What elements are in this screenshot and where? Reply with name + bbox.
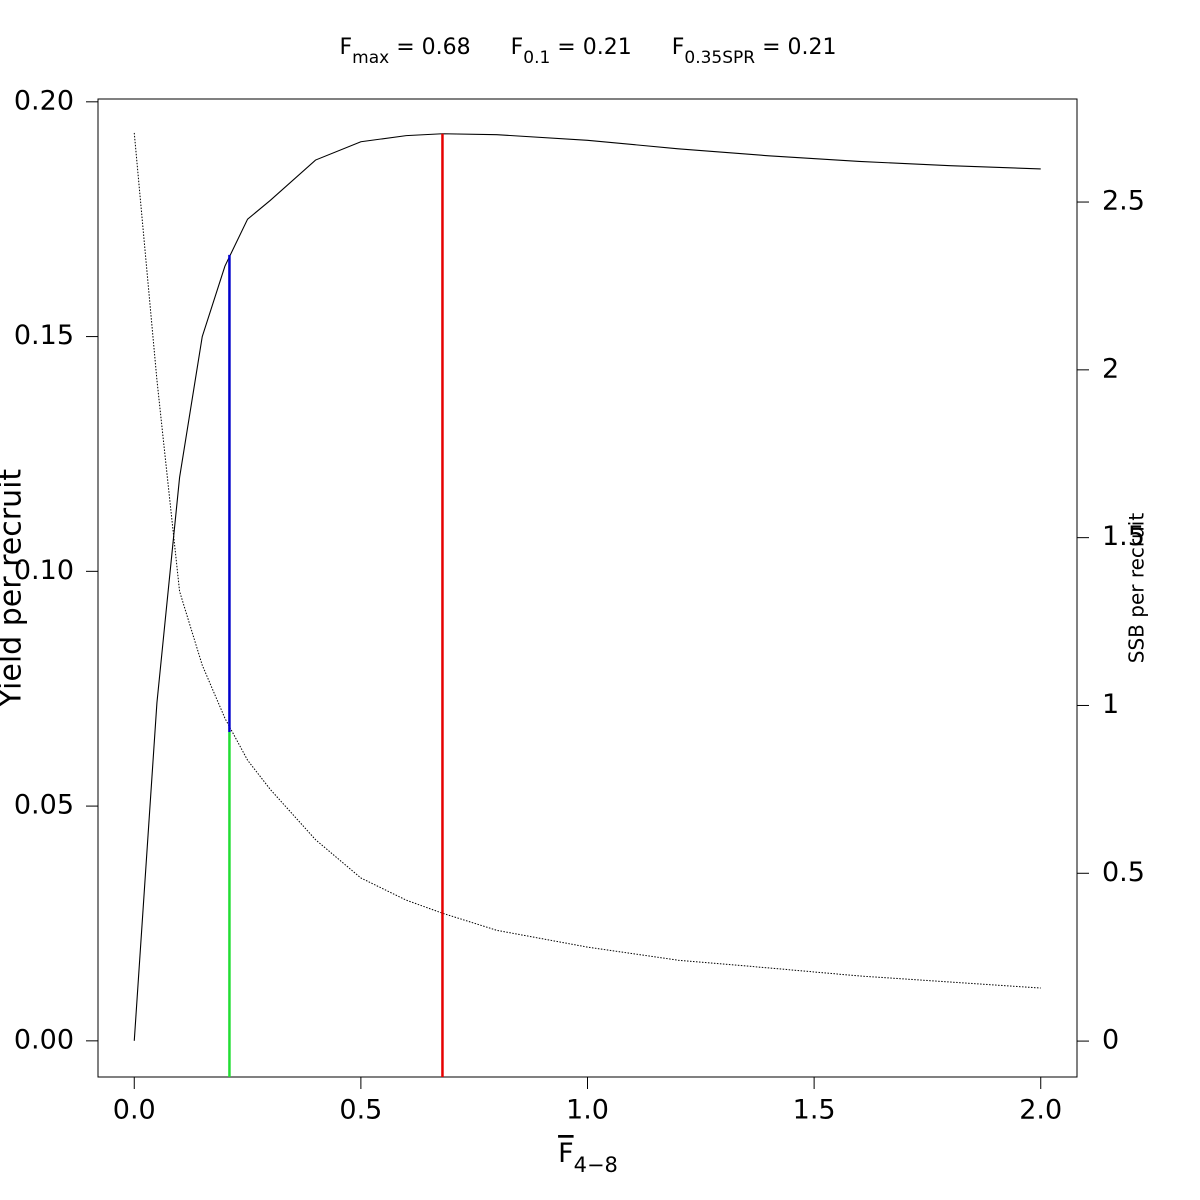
y-tick-label: 0.00 — [14, 1024, 74, 1055]
x-tick-label: 0.5 — [339, 1095, 382, 1126]
y-tick-label: 0.20 — [14, 85, 74, 116]
y2-tick-label: 2 — [1102, 353, 1119, 384]
x-label-subscript: 4−8 — [574, 1153, 618, 1177]
y2-axis-label: SSB per recruit — [1125, 513, 1149, 664]
y-tick-label: 0.05 — [14, 790, 74, 821]
x-tick-label: 1.0 — [566, 1095, 609, 1126]
y2-tick-label: 1 — [1102, 689, 1119, 720]
x-tick-label: 1.5 — [793, 1095, 836, 1126]
series-line — [133, 133, 1041, 1041]
title-subscript: 0.35SPR — [684, 48, 755, 68]
title-symbol: F — [511, 35, 524, 60]
x-label-symbol: F — [558, 1138, 574, 1169]
y2-tick-label: 0 — [1102, 1025, 1119, 1056]
title-symbol: F — [672, 35, 685, 60]
title-value: = 0.68 — [389, 35, 470, 60]
title-value: = 0.21 — [755, 35, 836, 60]
x-axis-label: F4−8 — [558, 1138, 618, 1178]
x-tick-label: 2.0 — [1019, 1095, 1062, 1126]
title-value: = 0.21 — [550, 35, 631, 60]
chart-title: Fmax = 0.68 F0.1 = 0.21 F0.35SPR = 0.21 — [340, 35, 837, 68]
x-tick-label: 0.0 — [113, 1095, 156, 1126]
y2-tick-label: 1.5 — [1102, 521, 1145, 552]
y2-tick-label: 2.5 — [1102, 186, 1145, 217]
series-line — [133, 132, 1041, 989]
title-symbol: F — [340, 35, 353, 60]
plot-frame — [97, 98, 1078, 1078]
y-axis-label: Yield per recruit — [0, 469, 29, 709]
y2-tick-label: 0.5 — [1102, 857, 1145, 888]
y-tick-label: 0.10 — [14, 555, 74, 586]
title-subscript: max — [352, 48, 389, 68]
title-subscript: 0.1 — [523, 48, 550, 68]
y-tick-label: 0.15 — [14, 320, 74, 351]
